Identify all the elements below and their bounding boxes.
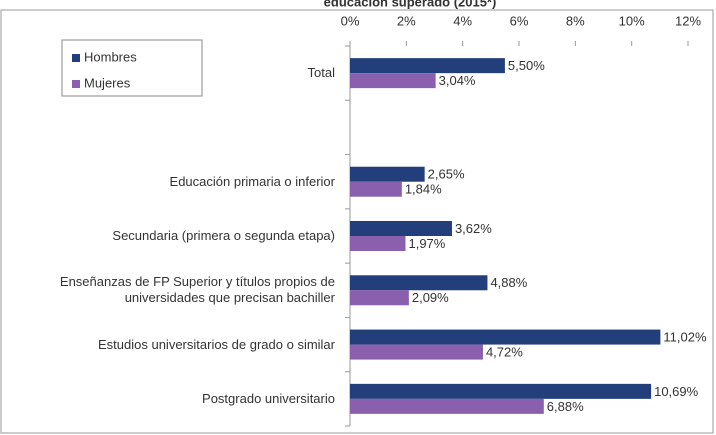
value-label: 6,88%	[547, 399, 584, 414]
legend-box	[61, 39, 203, 97]
bar	[350, 221, 452, 236]
x-tick-label: 4%	[453, 13, 472, 28]
bar	[350, 290, 409, 306]
legend-swatch	[72, 80, 80, 88]
value-label: 3,62%	[455, 221, 492, 236]
bar	[350, 329, 661, 345]
legend-label: Mujeres	[84, 75, 131, 90]
value-label: 11,02%	[663, 330, 707, 345]
bar	[350, 398, 544, 414]
legend-label: Hombres	[84, 49, 137, 64]
category-label: Postgrado universitario	[202, 390, 335, 406]
value-label: 2,09%	[412, 290, 449, 305]
bar	[350, 58, 505, 74]
x-tick-label: 12%	[675, 13, 701, 28]
x-tick-label: 8%	[566, 13, 585, 28]
bar	[350, 236, 406, 251]
value-label: 2,65%	[428, 167, 465, 182]
value-label: 4,72%	[486, 345, 523, 360]
bar	[350, 181, 402, 197]
x-tick-label: 2%	[397, 13, 416, 28]
category-label: Educación primaria o inferior	[169, 173, 335, 189]
category-label: Enseñanzas de FP Superior y títulos prop…	[59, 274, 335, 306]
x-tick-label: 0%	[341, 13, 360, 28]
x-tick-label: 6%	[510, 13, 529, 28]
value-label: 10,69%	[654, 384, 699, 399]
value-label: 1,84%	[405, 182, 442, 197]
bar	[350, 344, 483, 360]
legend-swatch	[72, 54, 80, 62]
value-label: 1,97%	[408, 236, 445, 251]
chart-title: educación superado (2015*)	[324, 0, 497, 9]
bar	[350, 166, 425, 182]
bar	[350, 275, 488, 291]
category-label: Estudios universitarios de grado o simil…	[98, 336, 335, 352]
chart-border	[0, 9, 714, 434]
category-label: Total	[307, 65, 335, 81]
value-label: 3,04%	[439, 73, 476, 88]
value-label: 4,88%	[490, 275, 527, 290]
x-tick-label: 10%	[619, 13, 645, 28]
value-label: 5,50%	[508, 58, 545, 73]
bar	[350, 73, 436, 89]
bar	[350, 383, 652, 399]
category-label: Secundaria (primera o segunda etapa)	[112, 228, 335, 243]
